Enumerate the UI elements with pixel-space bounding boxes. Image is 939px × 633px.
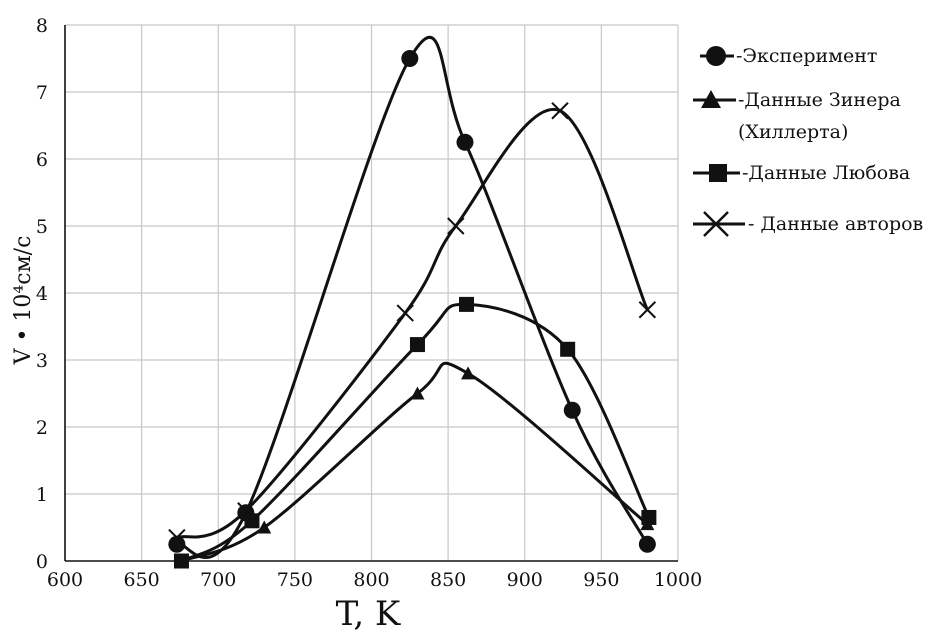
x-tick-label: 650: [123, 569, 159, 591]
data-point-x: [638, 301, 657, 319]
legend-item-zener: -Данные Зинера (Хиллерта): [693, 89, 901, 143]
legend-label-experiment: -Эксперимент: [736, 45, 877, 67]
y-axis-title: V • 10⁴см/с: [11, 236, 36, 366]
y-tick-label: 1: [36, 484, 48, 506]
data-point-circle: [401, 50, 419, 67]
data-point-square: [244, 513, 260, 529]
data-point-square: [641, 509, 657, 525]
x-tick-label: 600: [47, 569, 83, 591]
grid: [65, 24, 679, 561]
x-marker-stroke: [168, 528, 186, 547]
legend: -Эксперимент -Данные Зинера (Хиллерта) -…: [693, 45, 923, 237]
x-marker-stroke: [551, 102, 569, 120]
x-axis-title: T, K: [336, 594, 401, 633]
data-point-x: [396, 304, 414, 322]
x-marker-stroke: [396, 304, 414, 322]
legend-item-experiment: -Эксперимент: [700, 45, 877, 67]
data-point-triangle: [410, 386, 425, 400]
y-tick-label: 8: [36, 15, 48, 37]
data-point-circle: [563, 401, 581, 419]
data-point-x: [237, 502, 255, 520]
x-tick-label: 700: [200, 569, 236, 591]
y-tick-label: 7: [36, 82, 48, 104]
legend-symbol: [706, 46, 726, 66]
x-tick-label: 850: [430, 569, 466, 591]
data-point-x: [168, 528, 186, 547]
y-tick-label: 6: [36, 149, 48, 171]
series-line-circle: [175, 35, 649, 559]
legend-symbol: [701, 90, 721, 108]
legend-marker-square: [693, 164, 740, 182]
y-tick-label: 2: [36, 417, 48, 439]
data-point-x: [447, 217, 465, 235]
legend-item-lyubov: -Данные Любова: [693, 162, 910, 184]
data-point-square: [173, 553, 189, 569]
series-line-x: [175, 107, 649, 540]
y-tick-label: 0: [36, 551, 48, 573]
data-point-circle: [456, 133, 474, 151]
legend-marker-triangle: [693, 90, 736, 108]
x-tick-label: 1000: [654, 569, 702, 591]
y-tick-labels: 0 1 2 3 4 5 6 7 8: [36, 15, 48, 573]
x-tick-label: 900: [507, 569, 543, 591]
data-point-triangle: [257, 520, 272, 534]
legend-label-authors: - Данные авторов: [748, 213, 923, 235]
legend-label-zener-2: (Хиллерта): [738, 121, 848, 143]
y-tick-label: 5: [36, 216, 48, 238]
x-tick-labels: 600 650 700 750 800 850 900 950 1000: [47, 569, 702, 591]
y-tick-label: 4: [36, 283, 48, 305]
x-tick-label: 750: [277, 569, 313, 591]
legend-symbol: [709, 164, 727, 182]
x-marker-stroke: [638, 301, 657, 319]
legend-marker-circle: [700, 46, 734, 66]
legend-label-zener: -Данные Зинера: [738, 89, 901, 111]
data-point-x: [551, 102, 569, 120]
data-point-triangle: [461, 366, 476, 380]
series-curves: [175, 35, 651, 563]
x-marker-stroke: [447, 217, 465, 235]
x-tick-label: 800: [353, 569, 389, 591]
data-point-square: [409, 337, 425, 353]
legend-item-authors: - Данные авторов: [693, 211, 923, 237]
data-point-circle: [168, 535, 186, 553]
x-marker-stroke: [703, 211, 729, 237]
data-point-square: [560, 341, 576, 357]
legend-marker-x: [693, 211, 745, 237]
y-tick-label: 3: [36, 350, 48, 372]
legend-label-lyubov: -Данные Любова: [742, 162, 910, 184]
data-point-circle: [638, 535, 656, 553]
series-markers: [168, 50, 657, 569]
x-marker-stroke: [237, 502, 255, 520]
legend-symbol: [703, 211, 729, 237]
data-point-square: [459, 296, 475, 312]
axes: [64, 25, 678, 562]
x-tick-label: 950: [583, 569, 619, 591]
